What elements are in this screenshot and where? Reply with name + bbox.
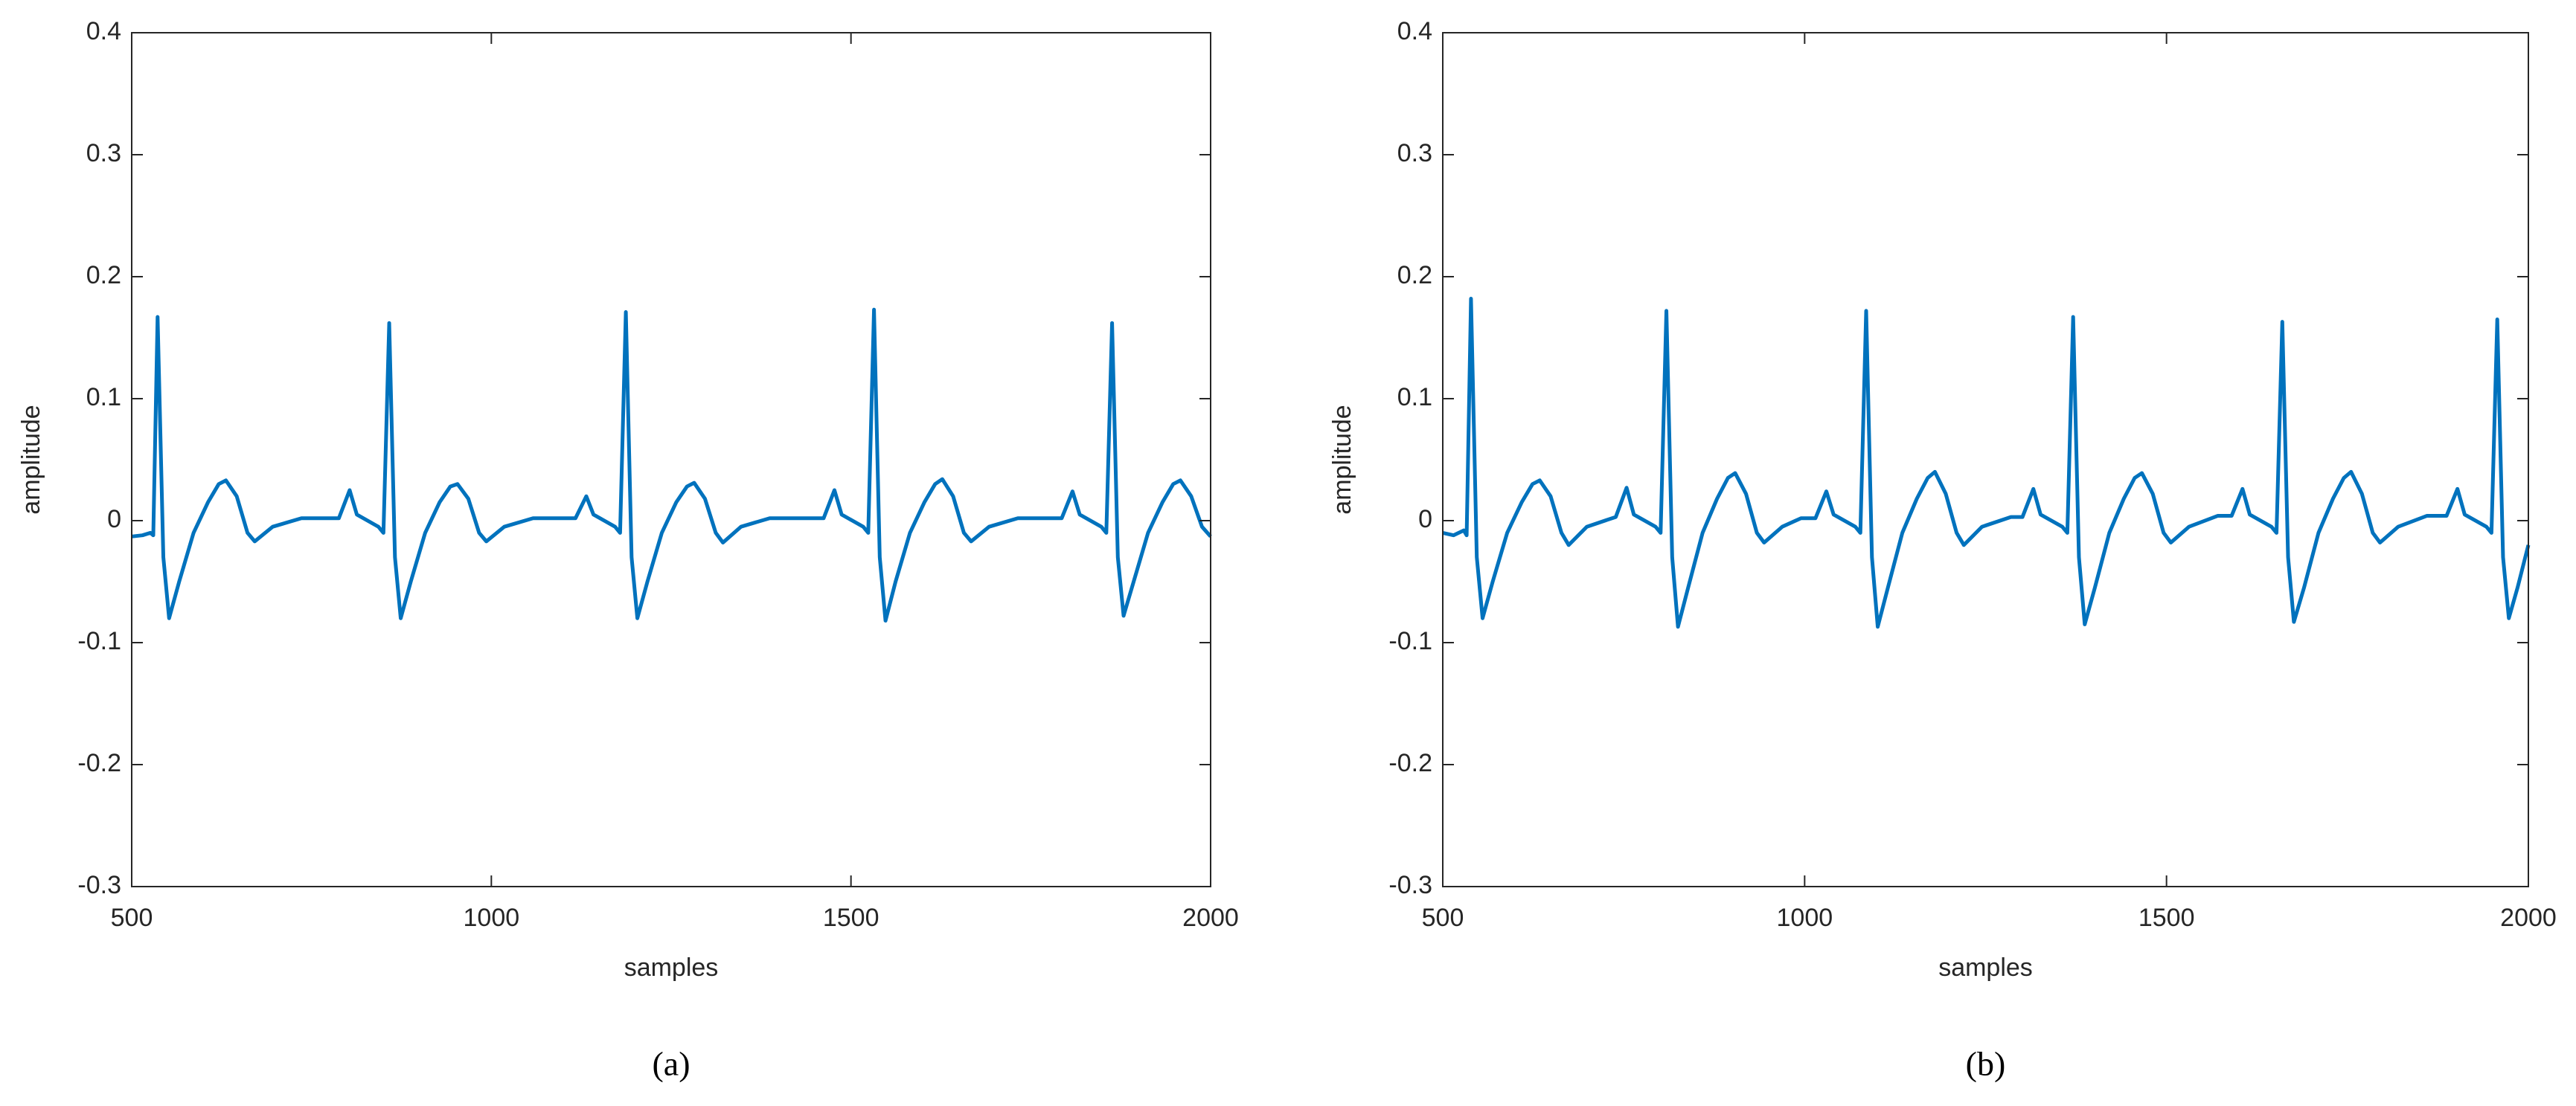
x-axis-label: samples [624, 954, 719, 982]
x-tick-label: 500 [1422, 904, 1464, 932]
y-tick-label: 0.2 [1397, 261, 1432, 289]
y-tick-label: 0 [107, 505, 121, 533]
y-axis-label: amplitude [17, 405, 45, 514]
caption: (a) [652, 1045, 690, 1083]
x-axis-label: samples [1938, 954, 2033, 982]
x-tick-label: 1000 [1777, 904, 1833, 932]
signal-line [131, 307, 1212, 623]
y-tick-label: 0.3 [1397, 139, 1432, 167]
y-tick-label: -0.3 [77, 871, 121, 899]
y-tick-label: 0 [1418, 505, 1432, 533]
x-tick-label: 1500 [823, 904, 880, 932]
y-tick-label: 0.4 [86, 17, 121, 45]
y-tick-label: 0.1 [1397, 383, 1432, 411]
x-tick-label: 2000 [1182, 904, 1239, 932]
caption: (b) [1966, 1045, 2006, 1083]
signal-line [1442, 297, 2531, 629]
y-tick-label: 0.3 [86, 139, 121, 167]
y-tick-label: -0.2 [77, 749, 121, 777]
y-tick-label: 0.2 [86, 261, 121, 289]
x-tick-label: 500 [111, 904, 153, 932]
plot-frame [131, 32, 1211, 887]
x-tick-label: 1000 [464, 904, 520, 932]
y-tick-label: -0.1 [1388, 627, 1432, 655]
y-tick-label: -0.3 [1388, 871, 1432, 899]
y-axis-label: amplitude [1328, 405, 1356, 514]
x-tick-label: 1500 [2138, 904, 2195, 932]
y-tick-label: 0.1 [86, 383, 121, 411]
plot-frame [1442, 32, 2529, 887]
y-tick-label: 0.4 [1397, 17, 1432, 45]
y-tick-label: -0.2 [1388, 749, 1432, 777]
y-tick-label: -0.1 [77, 627, 121, 655]
x-tick-label: 2000 [2500, 904, 2557, 932]
